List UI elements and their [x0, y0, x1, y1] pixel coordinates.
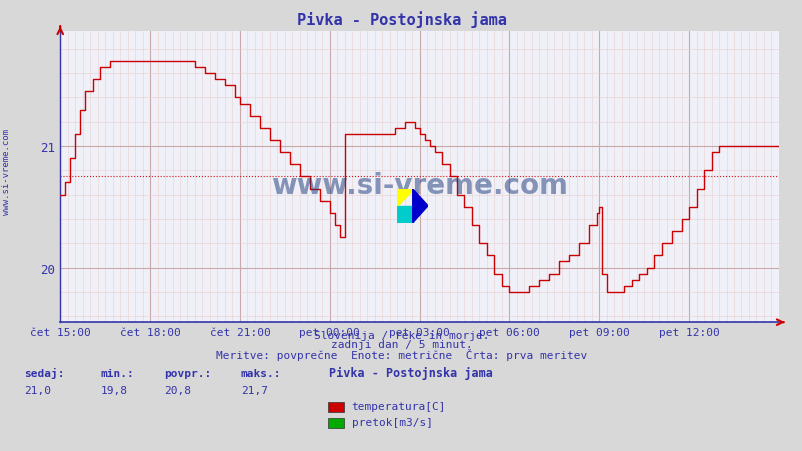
Text: maks.:: maks.:	[241, 368, 281, 378]
Polygon shape	[397, 189, 412, 206]
Text: 21,7: 21,7	[241, 385, 268, 395]
Text: temperatura[C]: temperatura[C]	[351, 400, 446, 410]
Text: 19,8: 19,8	[100, 385, 128, 395]
Text: Pivka - Postojnska jama: Pivka - Postojnska jama	[296, 11, 506, 28]
Text: sedaj:: sedaj:	[24, 368, 64, 378]
Text: www.si-vreme.com: www.si-vreme.com	[271, 172, 567, 200]
Text: zadnji dan / 5 minut.: zadnji dan / 5 minut.	[330, 339, 472, 349]
Text: Meritve: povprečne  Enote: metrične  Črta: prva meritev: Meritve: povprečne Enote: metrične Črta:…	[216, 348, 586, 360]
Text: povpr.:: povpr.:	[164, 368, 212, 378]
Polygon shape	[397, 206, 412, 223]
Text: pretok[m3/s]: pretok[m3/s]	[351, 417, 432, 427]
Text: Pivka - Postojnska jama: Pivka - Postojnska jama	[329, 367, 492, 380]
Polygon shape	[412, 189, 427, 223]
Text: 21,0: 21,0	[24, 385, 51, 395]
Text: min.:: min.:	[100, 368, 134, 378]
Text: 20,8: 20,8	[164, 385, 192, 395]
Text: Slovenija / reke in morje.: Slovenija / reke in morje.	[314, 330, 488, 340]
Text: www.si-vreme.com: www.si-vreme.com	[2, 129, 11, 214]
